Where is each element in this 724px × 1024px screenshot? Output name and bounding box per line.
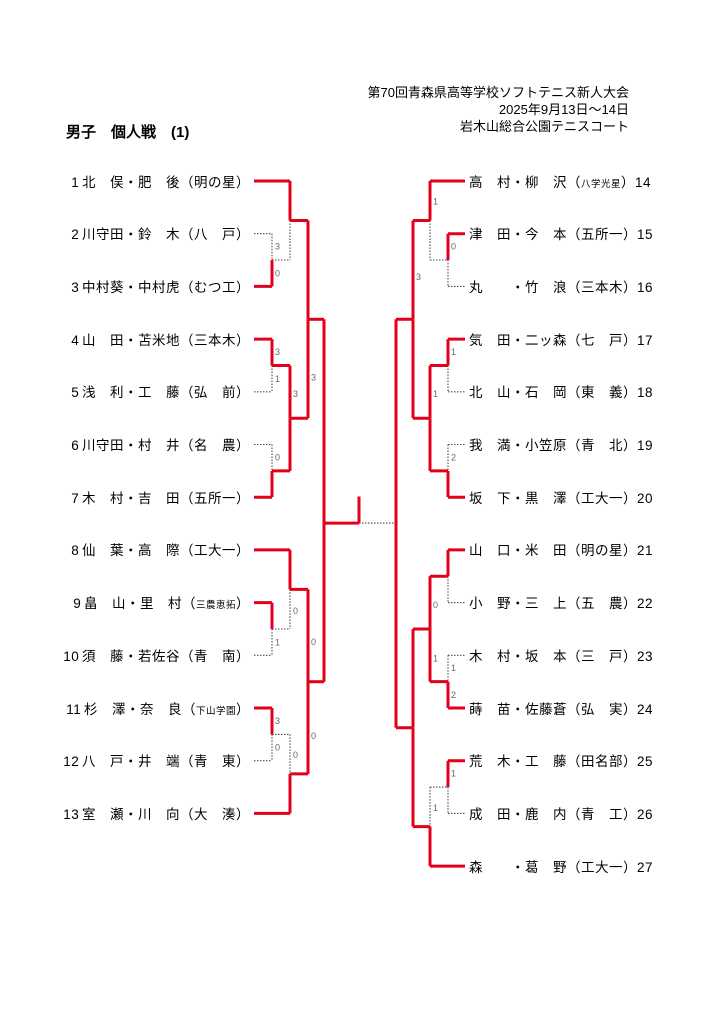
svg-text:1: 1 bbox=[433, 803, 438, 813]
svg-text:0: 0 bbox=[293, 750, 298, 760]
svg-text:0: 0 bbox=[311, 637, 316, 647]
svg-text:2: 2 bbox=[451, 452, 456, 462]
svg-text:1: 1 bbox=[433, 197, 438, 207]
svg-text:1: 1 bbox=[433, 654, 438, 664]
svg-text:0: 0 bbox=[293, 606, 298, 616]
svg-text:2: 2 bbox=[451, 690, 456, 700]
svg-text:3: 3 bbox=[293, 389, 298, 399]
svg-text:0: 0 bbox=[275, 743, 280, 753]
svg-text:1: 1 bbox=[451, 769, 456, 779]
svg-text:1: 1 bbox=[451, 663, 456, 673]
svg-text:0: 0 bbox=[311, 731, 316, 741]
svg-text:0: 0 bbox=[275, 452, 280, 462]
svg-text:3: 3 bbox=[311, 373, 316, 383]
svg-text:0: 0 bbox=[451, 242, 456, 252]
svg-text:3: 3 bbox=[416, 272, 421, 282]
svg-text:0: 0 bbox=[433, 600, 438, 610]
svg-text:1: 1 bbox=[451, 347, 456, 357]
svg-text:0: 0 bbox=[275, 268, 280, 278]
svg-text:1: 1 bbox=[275, 637, 280, 647]
svg-text:3: 3 bbox=[275, 347, 280, 357]
svg-text:1: 1 bbox=[275, 374, 280, 384]
svg-text:3: 3 bbox=[275, 242, 280, 252]
svg-text:3: 3 bbox=[275, 716, 280, 726]
svg-text:1: 1 bbox=[433, 389, 438, 399]
